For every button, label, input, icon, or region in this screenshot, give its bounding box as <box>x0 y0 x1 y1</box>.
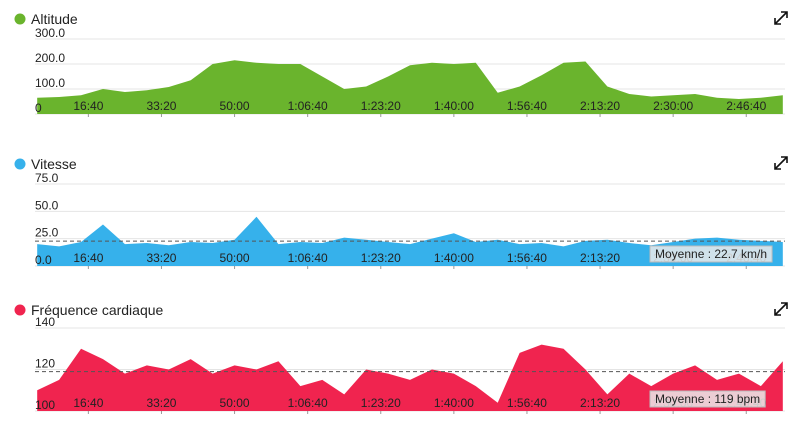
x-tick-label: 50:00 <box>220 396 250 410</box>
x-tick-label: 1:40:00 <box>434 396 474 410</box>
legend-dot <box>14 304 26 316</box>
x-tick-label: 16:40 <box>73 99 103 113</box>
x-tick-label: 1:23:20 <box>361 99 401 113</box>
y-tick-label: 0.0 <box>35 253 52 267</box>
y-tick-label: 140 <box>35 315 55 329</box>
x-tick-label: 2:13:20 <box>580 396 620 410</box>
average-label: Moyenne : 119 bpm <box>655 392 760 406</box>
x-tick-label: 1:56:40 <box>507 396 547 410</box>
x-tick-label: 1:40:00 <box>434 251 474 265</box>
y-tick-label: 100.0 <box>35 76 65 90</box>
area <box>37 216 783 266</box>
area <box>37 60 783 114</box>
y-tick-label: 300.0 <box>35 26 65 40</box>
area <box>37 344 783 411</box>
x-tick-label: 2:13:20 <box>580 99 620 113</box>
x-tick-label: 50:00 <box>220 99 250 113</box>
expand-icon[interactable] <box>774 11 788 25</box>
x-tick-label: 33:20 <box>146 99 176 113</box>
x-tick-label: 2:46:40 <box>726 99 766 113</box>
y-tick-label: 50.0 <box>35 198 59 212</box>
y-tick-label: 75.0 <box>35 171 59 185</box>
average-label: Moyenne : 22.7 km/h <box>655 247 767 261</box>
x-tick-label: 1:06:40 <box>288 99 328 113</box>
y-tick-label: 200.0 <box>35 51 65 65</box>
x-tick-label: 16:40 <box>73 251 103 265</box>
x-tick-label: 16:40 <box>73 396 103 410</box>
expand-icons <box>774 11 788 316</box>
y-tick-label: 120 <box>35 357 55 371</box>
chart-panel: Vitesse 0.0 25.0 50.0 75.0 16:40 33:20 50:00 1:0… <box>14 156 785 269</box>
x-tick-label: 1:23:20 <box>361 251 401 265</box>
x-tick-label: 1:56:40 <box>507 251 547 265</box>
chart-title: Vitesse <box>31 156 77 172</box>
x-tick-label: 33:20 <box>146 396 176 410</box>
x-tick-label: 50:00 <box>220 251 250 265</box>
y-tick-label: 25.0 <box>35 226 59 240</box>
chart-panel: Fréquence cardiaque 100 120 140 16:40 33:20 50… <box>14 302 785 414</box>
average-box <box>649 390 766 408</box>
expand-icon[interactable] <box>774 302 788 316</box>
x-tick-label: 1:40:00 <box>434 99 474 113</box>
legend-dot <box>14 13 26 25</box>
y-tick-label: 0 <box>35 101 42 115</box>
y-tick-label: 100 <box>35 398 55 412</box>
average-box <box>649 245 773 263</box>
chart-title: Fréquence cardiaque <box>31 302 164 318</box>
x-tick-label: 2:30:00 <box>653 99 693 113</box>
x-tick-label: 1:56:40 <box>507 99 547 113</box>
chart-panel: Altitude 0 100.0 200.0 300.0 16:40 33:20 50:00 1… <box>14 11 785 117</box>
x-tick-label: 1:06:40 <box>288 251 328 265</box>
x-tick-label: 2:13:20 <box>580 251 620 265</box>
x-tick-label: 1:06:40 <box>288 396 328 410</box>
expand-icon[interactable] <box>774 156 788 170</box>
x-tick-label: 33:20 <box>146 251 176 265</box>
legend-dot <box>14 158 26 170</box>
chart-title: Altitude <box>31 11 78 27</box>
x-tick-label: 1:23:20 <box>361 396 401 410</box>
